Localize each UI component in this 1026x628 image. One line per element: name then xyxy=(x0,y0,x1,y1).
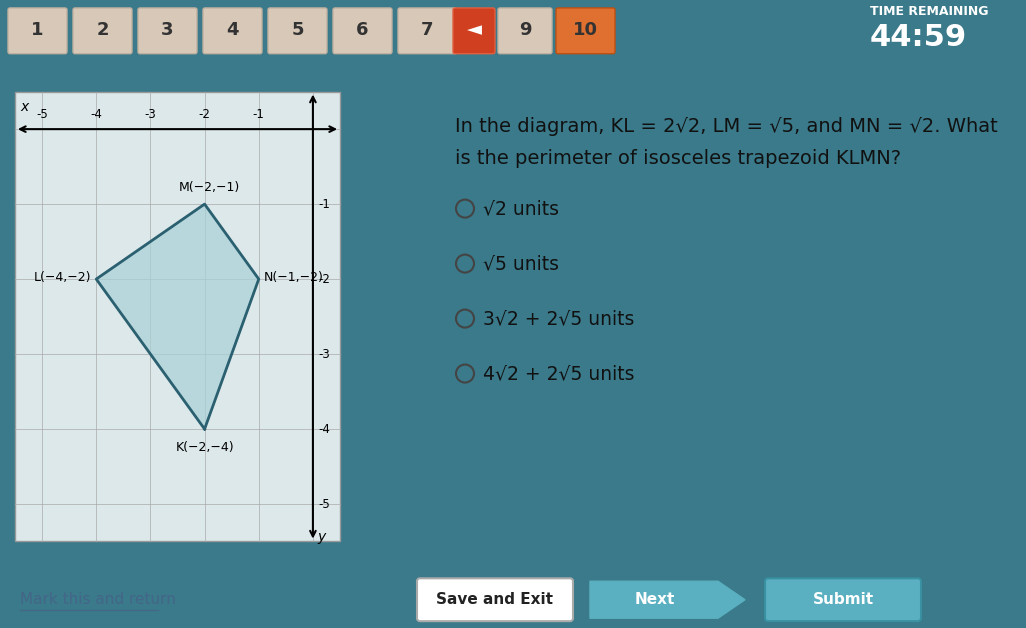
FancyBboxPatch shape xyxy=(398,8,457,53)
Text: 3: 3 xyxy=(161,21,173,39)
Polygon shape xyxy=(96,204,259,429)
FancyBboxPatch shape xyxy=(556,8,615,53)
Text: -3: -3 xyxy=(145,108,156,121)
Text: 1: 1 xyxy=(31,21,44,39)
Text: 4√2 + 2√5 units: 4√2 + 2√5 units xyxy=(483,364,634,383)
FancyBboxPatch shape xyxy=(73,8,132,53)
Text: -2: -2 xyxy=(318,273,329,286)
Text: -5: -5 xyxy=(36,108,48,121)
Text: -2: -2 xyxy=(199,108,210,121)
Text: 9: 9 xyxy=(519,21,531,39)
FancyBboxPatch shape xyxy=(417,578,573,621)
Text: 6: 6 xyxy=(356,21,368,39)
FancyBboxPatch shape xyxy=(203,8,262,53)
Text: Save and Exit: Save and Exit xyxy=(436,592,553,607)
FancyBboxPatch shape xyxy=(453,8,495,53)
Text: √5 units: √5 units xyxy=(483,254,559,273)
Text: -4: -4 xyxy=(90,108,103,121)
Text: TIME REMAINING: TIME REMAINING xyxy=(870,6,988,18)
Text: L(−4,−2): L(−4,−2) xyxy=(34,271,91,284)
Text: 4: 4 xyxy=(227,21,239,39)
FancyBboxPatch shape xyxy=(268,8,327,53)
FancyBboxPatch shape xyxy=(765,578,921,621)
Text: In the diagram, KL = 2√2, LM = √5, and MN = √2. What: In the diagram, KL = 2√2, LM = √5, and M… xyxy=(455,117,997,136)
Text: M(−2,−1): M(−2,−1) xyxy=(179,181,240,194)
Text: -3: -3 xyxy=(318,347,329,360)
Text: Submit: Submit xyxy=(813,592,873,607)
Text: ◄: ◄ xyxy=(467,20,481,40)
Text: y: y xyxy=(317,530,325,544)
Text: Next: Next xyxy=(635,592,675,607)
Text: 5: 5 xyxy=(291,21,304,39)
Text: 2: 2 xyxy=(96,21,109,39)
FancyBboxPatch shape xyxy=(498,8,552,53)
Text: 10: 10 xyxy=(573,21,598,39)
Text: 3√2 + 2√5 units: 3√2 + 2√5 units xyxy=(483,309,634,328)
Text: 44:59: 44:59 xyxy=(870,23,968,52)
Polygon shape xyxy=(590,582,745,618)
Text: -4: -4 xyxy=(318,423,329,436)
Text: N(−1,−2): N(−1,−2) xyxy=(264,271,323,284)
FancyBboxPatch shape xyxy=(8,8,67,53)
Text: -1: -1 xyxy=(252,108,265,121)
FancyBboxPatch shape xyxy=(15,92,340,541)
FancyBboxPatch shape xyxy=(139,8,197,53)
Text: √2 units: √2 units xyxy=(483,199,559,218)
Text: is the perimeter of isosceles trapezoid KLMN?: is the perimeter of isosceles trapezoid … xyxy=(455,149,901,168)
FancyBboxPatch shape xyxy=(333,8,392,53)
Text: -1: -1 xyxy=(318,198,329,210)
Text: -5: -5 xyxy=(318,497,329,511)
Text: K(−2,−4): K(−2,−4) xyxy=(175,441,234,454)
Text: Mark this and return: Mark this and return xyxy=(19,592,175,607)
Text: x: x xyxy=(21,100,29,114)
Text: 7: 7 xyxy=(422,21,434,39)
